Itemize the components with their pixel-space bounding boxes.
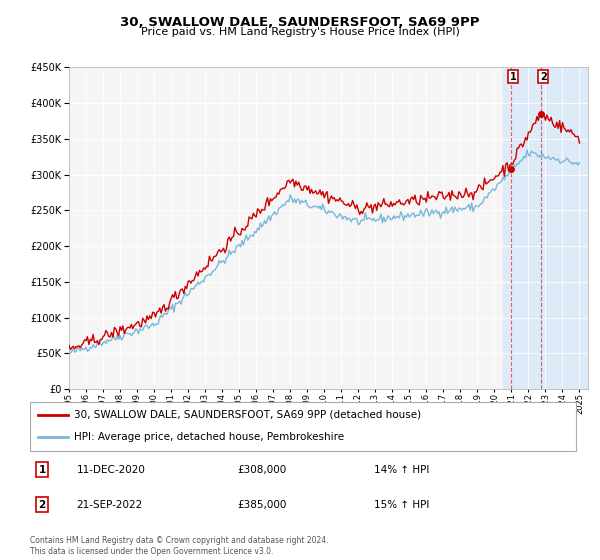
Text: HPI: Average price, detached house, Pembrokeshire: HPI: Average price, detached house, Pemb…	[74, 432, 344, 442]
Text: 14% ↑ HPI: 14% ↑ HPI	[374, 465, 430, 475]
Text: £385,000: £385,000	[238, 500, 287, 510]
Text: 1: 1	[510, 72, 517, 82]
Text: 21-SEP-2022: 21-SEP-2022	[76, 500, 143, 510]
FancyBboxPatch shape	[30, 402, 576, 451]
Text: 2: 2	[38, 500, 46, 510]
Text: 11-DEC-2020: 11-DEC-2020	[76, 465, 145, 475]
Text: 1: 1	[38, 465, 46, 475]
Text: 2: 2	[540, 72, 547, 82]
Text: Contains HM Land Registry data © Crown copyright and database right 2024.
This d: Contains HM Land Registry data © Crown c…	[30, 536, 329, 556]
Text: 30, SWALLOW DALE, SAUNDERSFOOT, SA69 9PP: 30, SWALLOW DALE, SAUNDERSFOOT, SA69 9PP	[120, 16, 480, 29]
Text: £308,000: £308,000	[238, 465, 287, 475]
Text: Price paid vs. HM Land Registry's House Price Index (HPI): Price paid vs. HM Land Registry's House …	[140, 27, 460, 37]
Text: 15% ↑ HPI: 15% ↑ HPI	[374, 500, 430, 510]
Bar	[503, 67, 588, 389]
Text: 30, SWALLOW DALE, SAUNDERSFOOT, SA69 9PP (detached house): 30, SWALLOW DALE, SAUNDERSFOOT, SA69 9PP…	[74, 410, 421, 420]
